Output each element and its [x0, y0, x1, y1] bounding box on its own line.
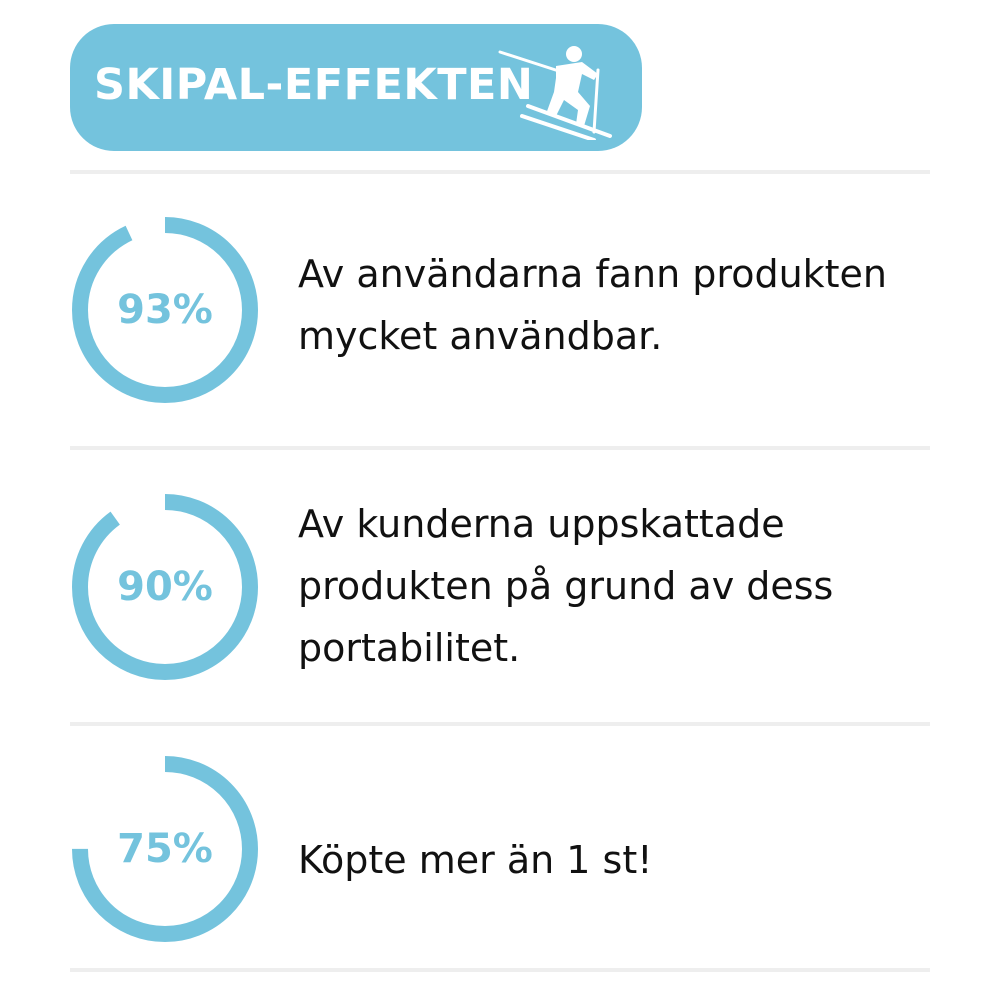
- divider: [70, 968, 930, 972]
- divider: [70, 170, 930, 174]
- divider: [70, 722, 930, 726]
- header-badge: SKIPAL-EFFEKTEN: [70, 24, 642, 151]
- stat-ring: 93%: [70, 215, 260, 405]
- stat-description: Köpte mer än 1 st!: [298, 838, 653, 882]
- skier-icon: [498, 46, 612, 140]
- stat-ring: 90%: [70, 492, 260, 682]
- stat-percent: 90%: [117, 564, 213, 610]
- progress-ring: [72, 217, 258, 403]
- stat-percent: 75%: [117, 826, 213, 872]
- progress-ring: [72, 756, 258, 942]
- stat-description: Av kunderna uppskattade produkten på gru…: [298, 502, 834, 670]
- progress-ring: [72, 494, 258, 680]
- divider: [70, 446, 930, 450]
- stat-description: Av användarna fann produkten mycket anvä…: [298, 252, 888, 358]
- stat-ring: 75%: [70, 754, 260, 944]
- header-title: SKIPAL-EFFEKTEN: [94, 60, 534, 110]
- stat-percent: 93%: [117, 287, 213, 333]
